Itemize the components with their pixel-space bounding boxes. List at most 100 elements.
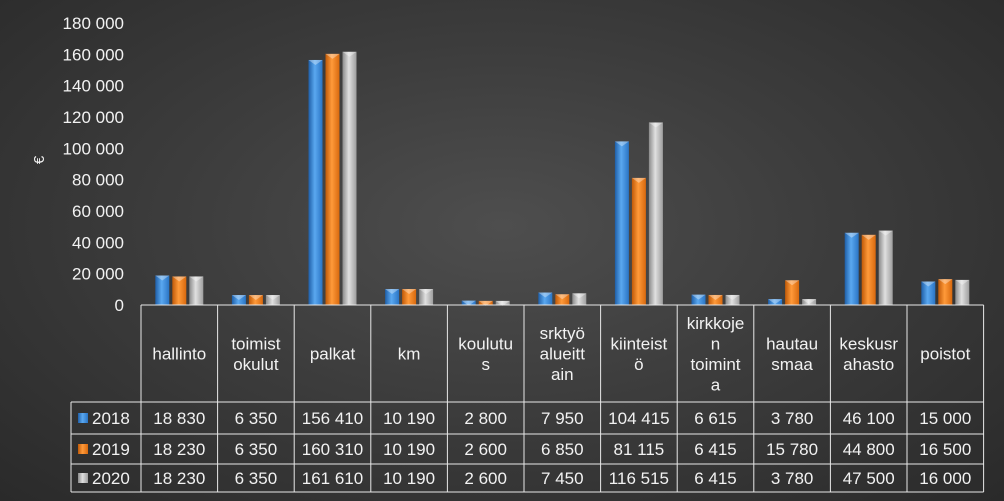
category-label: a	[711, 375, 721, 394]
bar-2019-8	[785, 280, 800, 305]
bar-2019-0	[172, 276, 187, 305]
category-label: keskusr	[839, 334, 898, 353]
bar-2018-8	[768, 299, 783, 305]
bar-cap-2019-1	[248, 295, 263, 301]
bar-cap-2020-6	[648, 122, 663, 128]
legend-label: 2018	[92, 409, 130, 428]
table-cell: 10 190	[383, 469, 435, 488]
bar-2020-6	[648, 122, 663, 305]
bar-cap-2019-10	[938, 279, 953, 285]
bar-cap-2020-4	[495, 300, 510, 306]
bar-2020-7	[725, 294, 740, 305]
table-cell: 44 800	[843, 440, 895, 459]
bar-2018-3	[385, 289, 400, 305]
y-tick-label: 20 000	[72, 265, 124, 284]
bar-2019-4	[478, 300, 493, 305]
category-label: koulutu	[458, 334, 513, 353]
category-label: hallinto	[152, 345, 206, 364]
legend-key-2019	[78, 444, 88, 454]
category-label: s	[481, 355, 490, 374]
bar-cap-2020-9	[878, 230, 893, 236]
y-tick-label: 180 000	[63, 14, 124, 33]
legend-key-2018	[78, 413, 88, 423]
bar-2020-2	[342, 51, 357, 305]
category-label: ö	[634, 355, 643, 374]
y-tick-label: 60 000	[72, 202, 124, 221]
category-label: poistot	[920, 345, 970, 364]
legend-label: 2019	[92, 440, 130, 459]
table-cell: 16 000	[919, 469, 971, 488]
bar-cap-2020-5	[572, 293, 587, 299]
bar-cap-2020-7	[725, 294, 740, 300]
table-cell: 104 415	[608, 409, 669, 428]
y-axis-label: €	[31, 155, 48, 164]
table-cell: 7 450	[541, 469, 584, 488]
y-tick-label: 40 000	[72, 233, 124, 252]
table-cell: 116 515	[609, 469, 669, 488]
table-cell: 6 415	[694, 440, 737, 459]
category-label: srktyö	[540, 324, 585, 343]
data-table: hallinto toimist okulut palkat km koulutu s srk…	[70, 304, 985, 493]
category-label: toimint	[690, 355, 740, 374]
bar-cap-2020-2	[342, 51, 357, 57]
bar-cap-2018-6	[614, 141, 629, 147]
table-cell: 6 615	[694, 409, 737, 428]
bar-2020-8	[802, 299, 817, 305]
bar-2019-7	[708, 294, 723, 305]
y-tick-label: 100 000	[63, 139, 124, 158]
table-cell: 3 780	[771, 409, 814, 428]
bar-cap-2020-0	[189, 276, 204, 282]
table-cell: 18 230	[153, 469, 205, 488]
bar-2020-5	[572, 293, 587, 305]
bar-2020-0	[189, 276, 204, 305]
category-label: smaa	[771, 355, 813, 374]
table-cell: 3 780	[771, 469, 814, 488]
bar-cap-2020-8	[802, 299, 817, 305]
bar-cap-2018-3	[385, 289, 400, 295]
bar-2020-1	[265, 295, 280, 305]
y-tick-label: 140 000	[63, 77, 124, 96]
bar-2018-6	[614, 141, 629, 305]
table-cell: 16 500	[919, 440, 971, 459]
bar-2018-4	[461, 300, 476, 305]
legend-key-2020	[78, 473, 88, 483]
category-label: kiinteist	[611, 334, 668, 353]
bar-2019-6	[631, 177, 646, 305]
bar-cap-2019-6	[631, 177, 646, 183]
bar-2019-5	[555, 294, 570, 305]
bar-2020-9	[878, 230, 893, 305]
table-cell: 18 830	[153, 409, 205, 428]
bar-cap-2019-4	[478, 300, 493, 306]
bars	[155, 51, 970, 306]
table-cell: 6 415	[694, 469, 737, 488]
bar-2018-9	[844, 232, 859, 305]
category-label: hautau	[766, 334, 818, 353]
table-cell: 10 190	[383, 409, 435, 428]
table-cell: 81 115	[614, 440, 665, 459]
bar-2018-1	[231, 295, 246, 305]
bar-cap-2019-2	[325, 53, 340, 59]
y-tick-label: 0	[115, 296, 124, 315]
bar-cap-2019-8	[785, 280, 800, 286]
bar-cap-2019-3	[402, 289, 417, 295]
table-cell: 7 950	[541, 409, 584, 428]
bar-2018-2	[308, 59, 323, 305]
table-cell: 6 350	[235, 440, 278, 459]
legend-label: 2020	[92, 469, 130, 488]
bar-cap-2018-10	[921, 281, 936, 287]
table-cell: 15 780	[766, 440, 818, 459]
bar-2018-10	[921, 281, 936, 305]
table-cell: 156 410	[302, 409, 363, 428]
table-cell: 161 610	[302, 469, 363, 488]
bar-2020-10	[955, 279, 970, 305]
category-label: km	[398, 345, 421, 364]
bar-cap-2018-1	[231, 295, 246, 301]
table-cell: 6 850	[541, 440, 584, 459]
table-cell: 18 230	[153, 440, 205, 459]
y-tick-label: 120 000	[63, 108, 124, 127]
table-cell: 6 350	[235, 469, 278, 488]
bar-cap-2020-3	[419, 289, 434, 295]
bar-2019-3	[402, 289, 417, 305]
bar-cap-2018-7	[691, 294, 706, 300]
